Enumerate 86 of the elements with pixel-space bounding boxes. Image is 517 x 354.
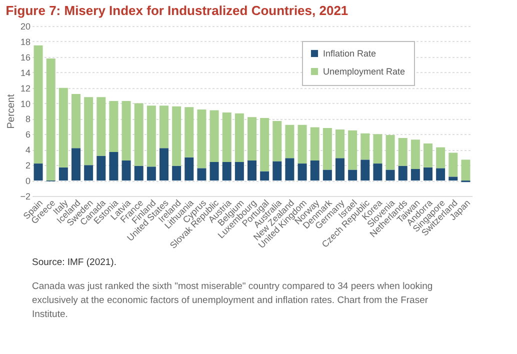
y-tick-label: 4 <box>25 145 30 156</box>
bar <box>160 106 168 148</box>
y-tick-label: 14 <box>20 68 30 78</box>
y-tick-label: 2 <box>25 160 30 171</box>
bar <box>410 168 420 181</box>
bar <box>134 166 144 181</box>
bar <box>72 94 80 148</box>
bar <box>46 58 56 181</box>
bar <box>424 143 432 168</box>
bar <box>310 160 320 181</box>
bar <box>436 147 446 168</box>
bar <box>373 164 382 181</box>
bar <box>197 109 206 168</box>
bar <box>197 168 206 181</box>
bar <box>172 166 182 181</box>
bar <box>310 127 320 160</box>
bar <box>285 124 294 158</box>
y-axis-title: Percent <box>6 94 18 129</box>
bar <box>234 162 244 181</box>
y-tick-label: 6 <box>25 130 30 140</box>
bar <box>272 121 282 162</box>
y-tick-label: 16 <box>20 52 30 62</box>
legend-label: Inflation Rate <box>323 48 376 58</box>
bar <box>322 128 332 170</box>
bar <box>298 124 307 164</box>
bar <box>210 110 219 162</box>
bar <box>373 134 382 164</box>
bar <box>348 170 358 181</box>
bar <box>448 176 458 181</box>
legend-label: Unemployment Rate <box>323 66 406 76</box>
y-tick-label: 0 <box>25 176 30 186</box>
bar <box>160 148 168 181</box>
bar <box>222 162 232 181</box>
y-tick-label: 18 <box>20 36 30 47</box>
bar <box>84 165 94 181</box>
bar <box>360 133 370 160</box>
bar <box>398 166 408 181</box>
bar <box>109 152 118 181</box>
bar <box>72 148 80 181</box>
bar <box>248 117 256 160</box>
text: Canada was just ranked the sixth "most miserable" country compared to 34 peers when looking exclusively at the economic factors of unemployment and inflation rates. Chart from the Fraser Institute. <box>32 281 433 320</box>
bar <box>58 167 68 181</box>
bar <box>34 45 43 164</box>
bar <box>184 107 194 158</box>
bar <box>146 106 156 167</box>
bar <box>234 113 244 162</box>
bar <box>285 158 294 181</box>
source-note: Source: IMF (2021). <box>32 257 116 268</box>
bar <box>122 160 131 181</box>
bar <box>348 130 358 170</box>
bar <box>134 103 144 166</box>
bar <box>222 112 232 162</box>
y-tick-label: 8 <box>25 114 30 124</box>
y-tick-label: 10 <box>20 98 30 109</box>
bar <box>109 100 118 152</box>
bar <box>410 140 420 169</box>
bar <box>322 170 332 181</box>
bar <box>210 162 219 181</box>
bar <box>58 88 68 168</box>
bar <box>146 166 156 181</box>
bar <box>461 160 470 181</box>
bar <box>436 168 446 181</box>
bar <box>260 171 270 181</box>
bar <box>184 157 194 181</box>
bar <box>96 156 106 181</box>
bar <box>84 97 94 166</box>
y-tick-label: −2 <box>20 192 30 202</box>
bar <box>298 164 307 181</box>
bar <box>260 118 270 172</box>
bar <box>448 152 458 177</box>
bar <box>34 164 43 181</box>
bar <box>122 100 131 160</box>
bar <box>386 170 395 181</box>
bar <box>360 160 370 181</box>
bar <box>96 97 106 156</box>
y-tick-label: 12 <box>20 83 30 94</box>
bar <box>336 158 344 181</box>
bar <box>336 130 344 158</box>
chart-title: Figure 7: Misery Index for Industralized Countries, 2021 <box>6 3 348 18</box>
bar <box>172 106 182 166</box>
bar <box>398 138 408 166</box>
bar <box>424 167 432 181</box>
bar <box>248 160 256 181</box>
bar <box>272 161 282 181</box>
bar <box>386 134 395 170</box>
y-tick-label: 20 <box>20 22 30 32</box>
